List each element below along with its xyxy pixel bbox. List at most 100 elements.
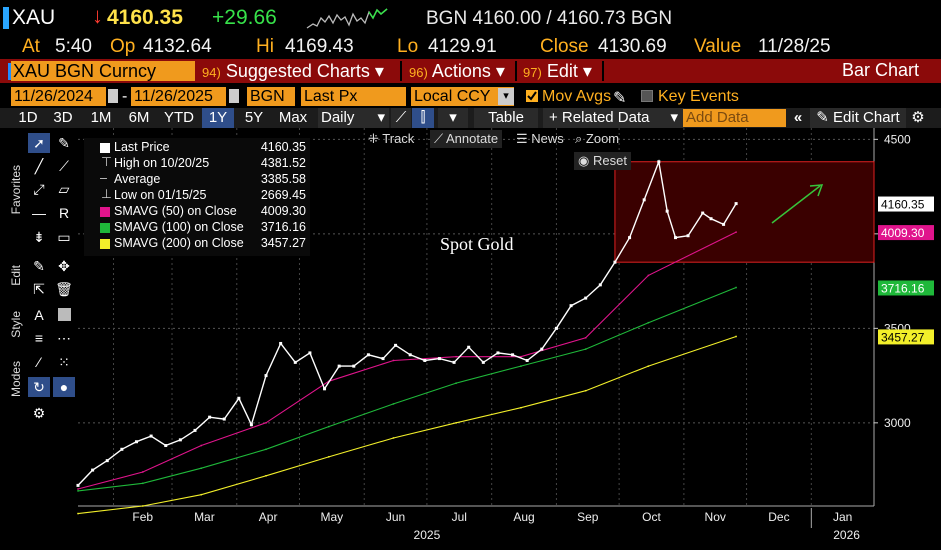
annotate-button[interactable]: ⟋ Annotate xyxy=(430,130,503,148)
rectangle-icon[interactable]: ▭ xyxy=(57,229,71,245)
price-bar xyxy=(76,483,80,487)
key-events-checkbox[interactable] xyxy=(641,90,653,102)
zoom-button[interactable]: ⌕ Zoom xyxy=(575,131,620,146)
trash-icon[interactable]: 🗑 xyxy=(55,281,73,297)
security-field[interactable]: XAU BGN Curncy xyxy=(11,61,195,81)
select-icon[interactable]: ⇱ xyxy=(33,281,45,297)
end-date-field[interactable]: 11/26/2025 xyxy=(131,87,226,106)
reset-button[interactable]: ◉ Reset xyxy=(574,152,631,170)
ray-icon[interactable]: ⟋ xyxy=(59,158,69,174)
range-5y[interactable]: 5Y xyxy=(244,109,264,126)
move-icon[interactable]: ✥ xyxy=(58,258,70,274)
range-6m[interactable]: 6M xyxy=(128,109,150,126)
range-1d[interactable]: 1D xyxy=(18,109,38,126)
add-data-input[interactable]: Add Data xyxy=(683,109,786,127)
line-weight-icon[interactable]: ≡ xyxy=(34,330,44,346)
value-date: 11/28/25 xyxy=(758,36,831,57)
price-tag-label: 3716.16 xyxy=(881,281,925,295)
price-bar xyxy=(540,347,544,351)
price-field-select[interactable]: Last Px xyxy=(301,87,406,106)
track-button[interactable]: ⁜ Track xyxy=(368,131,415,146)
x-tick-label: Apr xyxy=(259,510,278,524)
menu-suggested-charts[interactable]: 94) Suggested Charts ▾ xyxy=(202,61,384,81)
pen-icon[interactable]: ✎ xyxy=(58,135,70,151)
price-bar xyxy=(352,364,356,368)
ticker-marker xyxy=(3,7,9,29)
multicolor-icon[interactable]: ● xyxy=(53,377,75,397)
settings-gear-icon[interactable]: ⚙ xyxy=(32,405,46,421)
range-ytd[interactable]: YTD xyxy=(164,109,194,126)
brush-icon[interactable]: ⁄ xyxy=(37,354,41,370)
y-tick-label: 4500 xyxy=(884,132,911,146)
security-marker xyxy=(8,63,11,80)
price-bar xyxy=(686,234,690,238)
pattern-icon[interactable]: ⁙ xyxy=(58,354,70,370)
table-button[interactable]: Table xyxy=(474,108,538,128)
annotation-toolbar: Favorites Edit Style Modes ➚ ✎ ╱ ⟋ ⤢ ▱ —… xyxy=(0,129,78,429)
menu-edit[interactable]: 97) Edit ▾ xyxy=(523,61,592,81)
price-bar xyxy=(569,304,573,308)
sma-point xyxy=(584,389,587,392)
range-1y[interactable]: 1Y xyxy=(202,108,234,128)
line-style-icon[interactable]: ⋯ xyxy=(57,330,71,346)
x-tick-label: May xyxy=(321,510,344,524)
price-bar xyxy=(337,364,341,368)
gear-icon[interactable]: ⚙ xyxy=(911,109,925,126)
caret-down-icon: ▾ xyxy=(377,109,385,126)
sma-point xyxy=(647,274,650,277)
price-bar xyxy=(178,438,182,442)
price-bar xyxy=(452,360,456,364)
currency-select[interactable]: Local CCY xyxy=(411,87,514,106)
edit-chart-button[interactable]: ✎ Edit Chart xyxy=(810,108,906,128)
sma100-line xyxy=(77,286,737,492)
arrow-head-icon xyxy=(809,184,824,197)
range-max[interactable]: Max xyxy=(278,109,308,126)
price-bar xyxy=(91,468,95,472)
mov-avgs-checkbox[interactable] xyxy=(526,90,538,102)
price-tag-label: 4160.35 xyxy=(881,198,925,212)
channel-icon[interactable]: ▱ xyxy=(58,181,70,197)
start-date-field[interactable]: 11/26/2024 xyxy=(11,87,106,106)
x-tick-label: Jul xyxy=(452,510,467,524)
fib-icon[interactable]: ⇟ xyxy=(33,229,45,245)
sma-point xyxy=(647,321,650,324)
news-button[interactable]: ☰ News xyxy=(516,131,564,146)
font-icon[interactable]: A xyxy=(34,307,44,323)
price-bar xyxy=(722,222,726,226)
trendline-icon[interactable]: ╱ xyxy=(34,158,44,174)
price-chart[interactable]: 3000350040004500FebMarAprMayJunJulAugSep… xyxy=(0,128,941,550)
related-data-button[interactable]: + Related Data ▾ xyxy=(543,108,684,128)
sma-point xyxy=(265,422,267,424)
period-select[interactable]: Daily ▾ xyxy=(318,108,389,128)
range-3d[interactable]: 3D xyxy=(53,109,73,126)
price-tag-label: 3457.27 xyxy=(881,330,925,344)
draw-icon[interactable]: ✎ xyxy=(33,258,45,274)
chevron-down-icon[interactable]: ▾ xyxy=(498,88,514,105)
pointer-icon[interactable]: ➚ xyxy=(28,133,50,153)
color-swatch-icon[interactable] xyxy=(53,305,75,325)
line-chart-icon[interactable]: ⟋ xyxy=(391,108,411,128)
text-icon[interactable]: R xyxy=(58,205,70,221)
pencil-icon[interactable]: ✎ xyxy=(613,90,627,107)
key-events-label: Key Events xyxy=(658,88,739,105)
segment-icon[interactable]: ⤢ xyxy=(33,181,45,197)
sma-point xyxy=(200,444,203,447)
high-value: 4169.43 xyxy=(285,36,354,57)
crosshair-mode-icon[interactable]: ↻ xyxy=(28,377,50,397)
price-bar xyxy=(237,396,241,400)
price-bar xyxy=(525,358,529,362)
price-line xyxy=(77,159,737,486)
source-field[interactable]: BGN xyxy=(247,87,295,106)
x-tick-label: Aug xyxy=(513,510,534,524)
price-bar xyxy=(264,374,268,378)
chevron-down-icon[interactable]: ▾ xyxy=(438,108,468,128)
calendar-icon[interactable] xyxy=(229,89,239,103)
hline-icon[interactable]: — xyxy=(32,205,46,221)
collapse-icon[interactable]: « xyxy=(793,109,803,126)
range-1m[interactable]: 1M xyxy=(90,109,112,126)
calendar-icon[interactable] xyxy=(108,89,118,103)
menu-actions[interactable]: 96) Actions ▾ xyxy=(409,61,505,81)
open-label: Op xyxy=(110,36,136,57)
bar-chart-icon[interactable]: ⫿ xyxy=(412,108,434,128)
sma-point xyxy=(265,475,267,477)
